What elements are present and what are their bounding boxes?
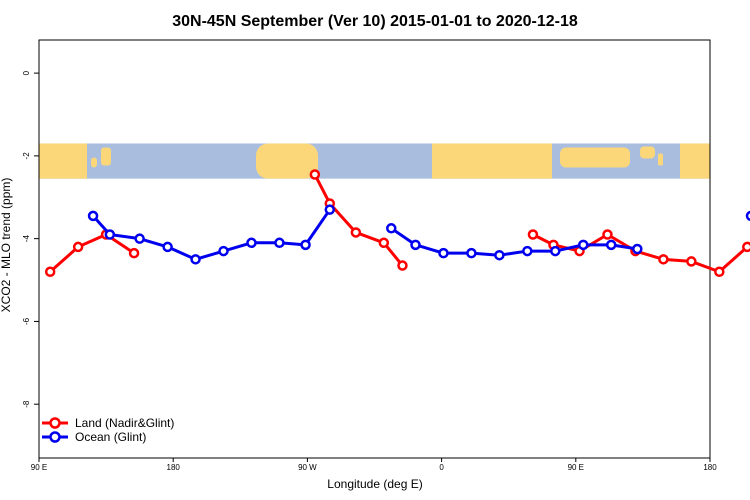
data-point: [89, 212, 97, 220]
land-shape-1: [91, 157, 97, 167]
data-point: [398, 262, 406, 270]
data-point: [529, 231, 537, 239]
x-tick-label: 0: [439, 463, 444, 472]
x-tick-label: 90 E: [31, 463, 47, 472]
data-point: [136, 235, 144, 243]
legend-ocean-marker: [51, 433, 60, 442]
data-point: [130, 249, 138, 257]
map-band: [39, 143, 710, 178]
data-point: [106, 231, 114, 239]
y-tick-label: 0: [22, 70, 31, 75]
chart: 30N-45N September (Ver 10) 2015-01-01 to…: [0, 0, 750, 500]
series-line: [315, 175, 403, 266]
data-point: [687, 257, 695, 265]
legend-land-label: Land (Nadir&Glint): [75, 416, 174, 430]
y-tick-label: -2: [22, 152, 31, 160]
legend-ocean-label: Ocean (Glint): [75, 430, 146, 444]
x-tick-label: 90 W: [298, 463, 317, 472]
data-point: [412, 241, 420, 249]
data-point: [659, 255, 667, 263]
data-point: [74, 243, 82, 251]
chart-title: 30N-45N September (Ver 10) 2015-01-01 to…: [172, 13, 578, 30]
series-line: [391, 228, 637, 255]
y-axis: 0 -2 -4 -6 -8: [22, 70, 39, 407]
land-shape-7: [640, 146, 655, 158]
data-point: [247, 239, 255, 247]
data-point: [579, 241, 587, 249]
data-point: [311, 171, 319, 179]
series-line: [533, 235, 750, 272]
data-point: [607, 241, 615, 249]
land-shape-3: [256, 143, 318, 178]
y-tick-label: -8: [22, 400, 31, 408]
data-point: [352, 228, 360, 236]
x-tick-label: 180: [703, 463, 717, 472]
land-shape-2: [101, 147, 111, 165]
data-point: [633, 245, 641, 253]
data-point: [275, 239, 283, 247]
data-point: [387, 224, 395, 232]
land-shape-8: [658, 153, 663, 165]
legend: Land (Nadir&Glint) Ocean (Glint): [42, 416, 174, 444]
data-point: [439, 249, 447, 257]
legend-land-marker: [51, 419, 60, 428]
y-axis-label: XCO2 - MLO trend (ppm): [0, 178, 13, 313]
land-shape-6: [618, 151, 626, 165]
land-shape-9: [680, 143, 710, 178]
data-point: [380, 239, 388, 247]
series-line: [50, 235, 134, 272]
series-0: [46, 171, 750, 276]
x-axis: 90 E 180 90 W 0 90 E 180: [31, 458, 717, 472]
data-point: [743, 243, 750, 251]
data-point: [495, 251, 503, 259]
y-tick-label: -6: [22, 317, 31, 325]
data-point: [302, 241, 310, 249]
x-tick-label: 90 E: [568, 463, 584, 472]
data-point: [715, 268, 723, 276]
data-point: [467, 249, 475, 257]
land-shape-0: [39, 143, 87, 178]
data-point: [220, 247, 228, 255]
data-point: [551, 247, 559, 255]
series-layer: [46, 171, 750, 276]
data-point: [603, 231, 611, 239]
x-tick-label: 180: [167, 463, 181, 472]
x-axis-label: Longitude (deg E): [327, 477, 422, 491]
data-point: [326, 206, 334, 214]
series-line: [93, 210, 330, 260]
data-point: [192, 255, 200, 263]
data-point: [46, 268, 54, 276]
data-point: [523, 247, 531, 255]
land-shape-4: [432, 143, 552, 178]
data-point: [164, 243, 172, 251]
y-tick-label: -4: [22, 235, 31, 243]
